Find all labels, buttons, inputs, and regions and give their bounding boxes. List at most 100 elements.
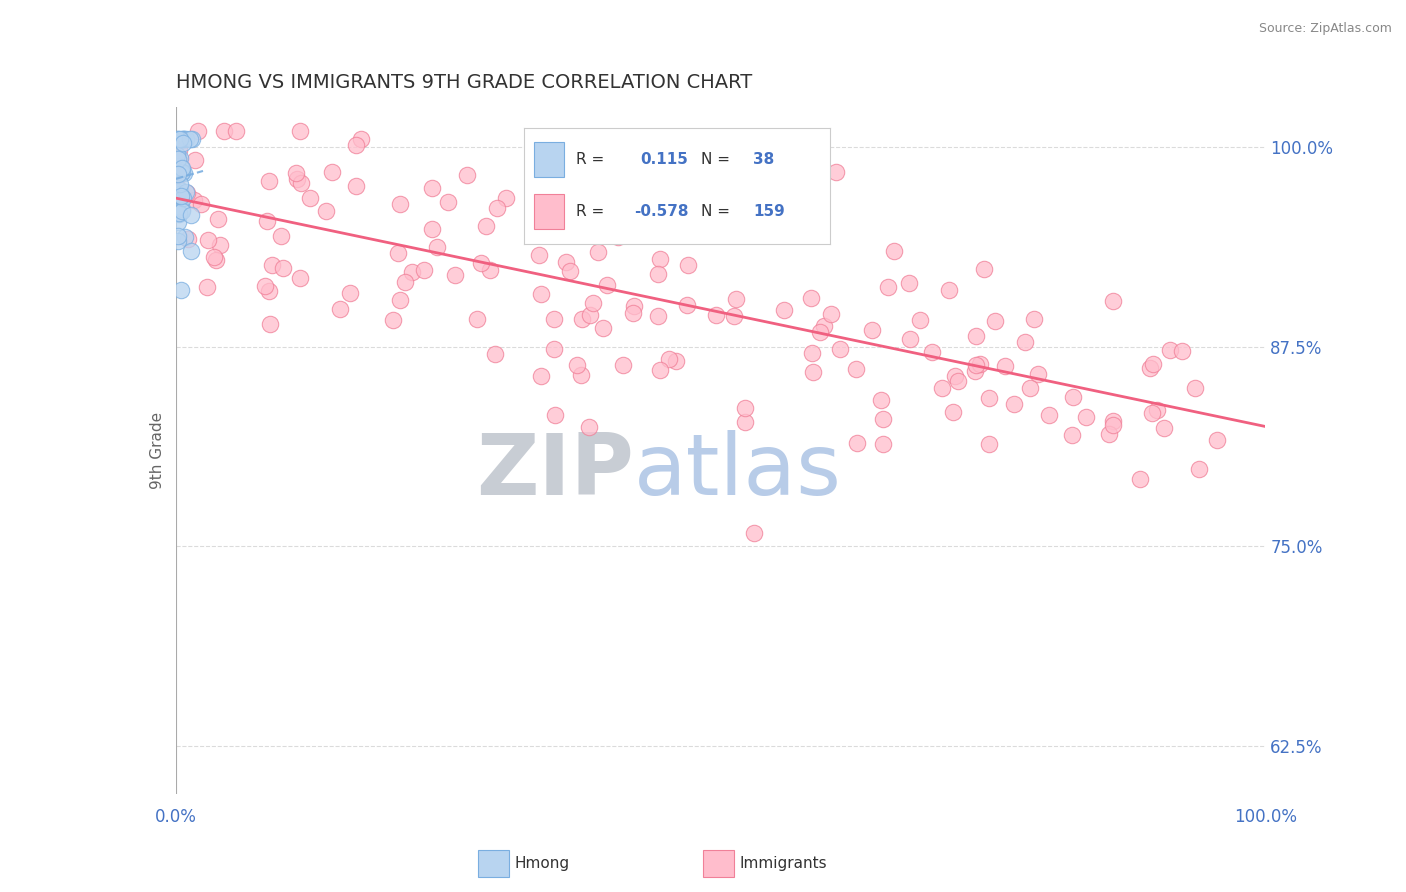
Point xyxy=(394,276,416,290)
Point xyxy=(174,229,197,244)
Point xyxy=(883,244,905,258)
Point xyxy=(742,526,765,541)
Point xyxy=(648,252,671,266)
Point xyxy=(808,326,831,340)
Point xyxy=(860,322,883,336)
Point xyxy=(167,207,190,221)
Point xyxy=(647,309,669,323)
Point xyxy=(169,187,191,202)
Point xyxy=(984,314,1007,328)
Point xyxy=(166,186,188,200)
Point xyxy=(187,124,209,138)
Point xyxy=(257,174,280,188)
Point xyxy=(288,270,311,285)
Point xyxy=(479,262,502,277)
Point xyxy=(470,256,492,270)
Point xyxy=(592,321,614,335)
Point xyxy=(1171,344,1194,359)
Point xyxy=(485,201,508,215)
Point xyxy=(339,285,361,300)
Point xyxy=(172,190,194,204)
Point xyxy=(190,197,212,211)
Point xyxy=(1024,311,1046,326)
Point xyxy=(582,183,605,197)
Point xyxy=(474,219,496,233)
Point xyxy=(543,312,565,326)
Point xyxy=(167,206,190,220)
Point xyxy=(845,435,868,450)
Point xyxy=(426,240,449,254)
Point xyxy=(579,308,602,322)
Point xyxy=(256,214,278,228)
Point xyxy=(1014,335,1036,350)
Point xyxy=(465,311,488,326)
Point xyxy=(565,359,588,373)
Point xyxy=(1038,409,1060,423)
Point xyxy=(180,208,202,222)
Point xyxy=(169,132,191,146)
Point xyxy=(801,346,824,360)
Point xyxy=(166,148,188,162)
Point xyxy=(285,172,308,186)
Point xyxy=(495,191,517,205)
Point xyxy=(183,193,205,207)
Point xyxy=(172,136,194,150)
Text: HMONG VS IMMIGRANTS 9TH GRADE CORRELATION CHART: HMONG VS IMMIGRANTS 9TH GRADE CORRELATIO… xyxy=(176,72,752,92)
Point xyxy=(170,202,193,216)
Point xyxy=(1062,391,1084,405)
Point xyxy=(166,235,188,249)
Point xyxy=(344,179,367,194)
Point xyxy=(946,375,969,389)
Point xyxy=(388,197,411,211)
Point xyxy=(1129,472,1152,486)
Point xyxy=(212,124,235,138)
Point xyxy=(943,368,966,383)
Point xyxy=(650,363,672,377)
Point xyxy=(703,226,725,240)
Point xyxy=(969,358,991,372)
Point xyxy=(612,358,634,372)
Point xyxy=(530,287,553,301)
Point xyxy=(706,308,728,322)
Point xyxy=(530,368,553,383)
Point xyxy=(179,132,201,146)
Point xyxy=(253,279,276,293)
Point xyxy=(598,203,620,218)
Point xyxy=(569,368,592,382)
Point xyxy=(1060,428,1083,442)
Point xyxy=(167,185,190,199)
Point xyxy=(1142,357,1164,371)
Point xyxy=(290,176,312,190)
Point xyxy=(675,298,697,312)
Point xyxy=(800,291,823,305)
Point xyxy=(668,219,690,234)
Point xyxy=(167,143,190,157)
Point xyxy=(205,252,228,267)
Point xyxy=(898,332,921,346)
Point xyxy=(1159,343,1181,358)
Point xyxy=(801,365,824,379)
Point xyxy=(257,284,280,298)
Point xyxy=(621,306,644,320)
Point xyxy=(931,381,953,395)
Point xyxy=(734,401,756,416)
Point xyxy=(543,342,565,356)
Point xyxy=(420,181,443,195)
Point xyxy=(898,276,921,290)
Point xyxy=(1101,293,1123,308)
Point xyxy=(977,391,1000,405)
Point xyxy=(387,246,409,260)
Point xyxy=(167,168,190,182)
Point xyxy=(195,280,218,294)
Point xyxy=(994,359,1017,374)
Point xyxy=(872,412,894,426)
Point xyxy=(1139,361,1161,376)
Point xyxy=(170,161,193,176)
Point xyxy=(167,168,190,182)
Point xyxy=(813,318,835,333)
Point xyxy=(290,124,312,138)
Point xyxy=(344,138,367,153)
Y-axis label: 9th Grade: 9th Grade xyxy=(149,412,165,489)
Point xyxy=(225,124,247,138)
Point xyxy=(207,211,229,226)
